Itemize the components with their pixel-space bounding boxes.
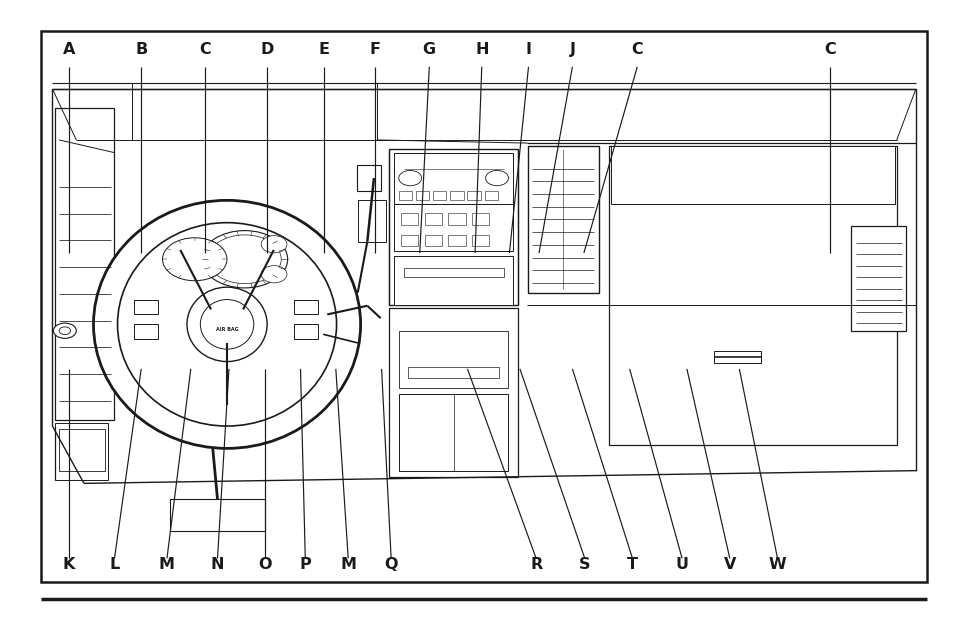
Bar bbox=[394, 204, 513, 251]
Ellipse shape bbox=[93, 200, 360, 448]
Text: A: A bbox=[63, 42, 74, 57]
Bar bbox=[713, 351, 760, 363]
Text: C: C bbox=[823, 42, 835, 57]
Circle shape bbox=[162, 238, 227, 280]
Circle shape bbox=[208, 235, 281, 284]
Bar bbox=[527, 146, 598, 293]
Text: O: O bbox=[258, 557, 272, 572]
Bar bbox=[403, 268, 503, 277]
Text: U: U bbox=[675, 557, 688, 572]
Circle shape bbox=[485, 170, 508, 186]
Ellipse shape bbox=[200, 300, 253, 349]
Bar bbox=[448, 213, 465, 225]
Text: B: B bbox=[135, 42, 147, 57]
Text: C: C bbox=[199, 42, 211, 57]
Circle shape bbox=[398, 170, 421, 186]
Text: P: P bbox=[299, 557, 311, 572]
Bar bbox=[398, 191, 412, 200]
Bar bbox=[170, 499, 265, 531]
Bar bbox=[356, 165, 380, 191]
Bar bbox=[357, 200, 386, 242]
Bar bbox=[59, 429, 105, 471]
Bar bbox=[133, 300, 157, 314]
Bar bbox=[450, 191, 463, 200]
Text: I: I bbox=[525, 42, 531, 57]
Bar bbox=[433, 191, 446, 200]
Circle shape bbox=[59, 327, 71, 335]
Bar bbox=[610, 146, 894, 204]
Bar bbox=[472, 235, 489, 246]
Bar bbox=[294, 300, 317, 314]
Text: E: E bbox=[318, 42, 330, 57]
Bar bbox=[398, 394, 508, 471]
Circle shape bbox=[261, 236, 287, 253]
Bar bbox=[153, 225, 300, 293]
Text: T: T bbox=[626, 557, 638, 572]
Ellipse shape bbox=[117, 223, 336, 426]
Text: C: C bbox=[631, 42, 642, 57]
Text: K: K bbox=[63, 557, 74, 572]
Bar bbox=[608, 146, 896, 445]
Bar bbox=[424, 235, 441, 246]
Text: Q: Q bbox=[384, 557, 397, 572]
Bar bbox=[133, 324, 157, 339]
Text: F: F bbox=[369, 42, 380, 57]
Bar bbox=[41, 31, 926, 582]
Text: J: J bbox=[569, 42, 575, 57]
Bar bbox=[472, 213, 489, 225]
Text: AIR BAG: AIR BAG bbox=[215, 327, 238, 332]
Text: W: W bbox=[768, 557, 785, 572]
Bar bbox=[400, 235, 417, 246]
Text: R: R bbox=[530, 557, 541, 572]
Bar bbox=[394, 153, 513, 204]
Text: N: N bbox=[211, 557, 224, 572]
Bar bbox=[416, 191, 429, 200]
Bar bbox=[389, 308, 517, 477]
Bar bbox=[850, 226, 905, 331]
Bar bbox=[394, 256, 513, 305]
Bar bbox=[467, 191, 480, 200]
Circle shape bbox=[201, 231, 288, 288]
Text: D: D bbox=[260, 42, 274, 57]
Text: H: H bbox=[475, 42, 488, 57]
Text: M: M bbox=[159, 557, 174, 572]
Bar bbox=[55, 108, 114, 420]
Bar bbox=[55, 423, 108, 480]
Bar bbox=[408, 367, 498, 378]
Bar bbox=[398, 331, 508, 388]
Bar bbox=[424, 213, 441, 225]
Text: S: S bbox=[578, 557, 590, 572]
Text: G: G bbox=[422, 42, 436, 57]
Text: L: L bbox=[110, 557, 119, 572]
Bar bbox=[448, 235, 465, 246]
Bar bbox=[389, 149, 517, 305]
Text: M: M bbox=[340, 557, 355, 572]
Text: V: V bbox=[723, 557, 735, 572]
Bar bbox=[294, 324, 317, 339]
Ellipse shape bbox=[187, 287, 267, 361]
Bar bbox=[484, 191, 497, 200]
Circle shape bbox=[261, 266, 287, 283]
Circle shape bbox=[53, 323, 76, 338]
Bar bbox=[400, 213, 417, 225]
